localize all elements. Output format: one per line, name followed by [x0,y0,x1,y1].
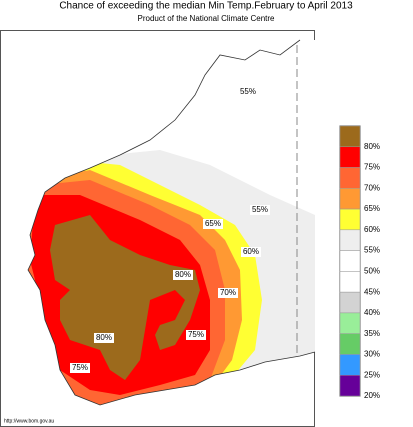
map-label-bg [241,247,261,257]
legend-swatch [339,229,361,251]
legend-label: 30% [364,350,380,359]
map-label: 70% [220,288,236,297]
legend-swatch [339,250,361,272]
legend-label: 45% [364,287,380,296]
map-label-bg [238,87,258,97]
legend-swatch [339,333,361,355]
map-label: 55% [240,87,256,96]
legend-swatch [339,188,361,210]
map-label-bg [203,219,223,229]
legend-swatch [339,146,361,168]
map-subtitle: Product of the National Climate Centre [138,14,276,23]
map-label: 75% [188,330,204,339]
contour-80 [50,215,200,380]
legend-swatch [339,271,361,293]
map-title: Chance of exceeding the median Min Temp.… [59,1,353,12]
legend-swatch [339,291,361,314]
map-label: 75% [72,363,88,372]
legend-label: 65% [364,204,380,213]
map-label: 65% [205,219,221,228]
legend-label: 20% [364,391,380,400]
legend-label: 35% [364,329,380,338]
legend-swatch [339,167,361,189]
legend-label: 25% [364,370,380,379]
legend-swatch [339,125,361,148]
map-label-bg [173,270,193,280]
legend-label: 70% [364,183,380,192]
map-label-bg [186,330,206,340]
map-label: 80% [175,270,191,279]
map-label-bg [250,205,270,215]
map-label: 80% [96,333,112,342]
legend-label: 40% [364,308,380,317]
map-label: 55% [252,205,268,214]
legend-swatch [339,208,361,231]
coastline [27,39,316,406]
legend-label: 80% [364,142,380,151]
legend-label: 50% [364,266,380,275]
legend-label: 55% [364,246,380,255]
map-label-bg [94,333,114,343]
footer-url: http://www.bom.gov.au [4,418,54,424]
legend-label: 75% [364,163,380,172]
map-label-bg [218,288,238,298]
map-label: 60% [243,247,259,256]
legend-label: 60% [364,225,380,234]
legend-swatch [339,374,361,397]
legend-swatch [339,312,361,334]
map-label-bg [70,363,90,373]
legend-swatch [339,354,361,376]
